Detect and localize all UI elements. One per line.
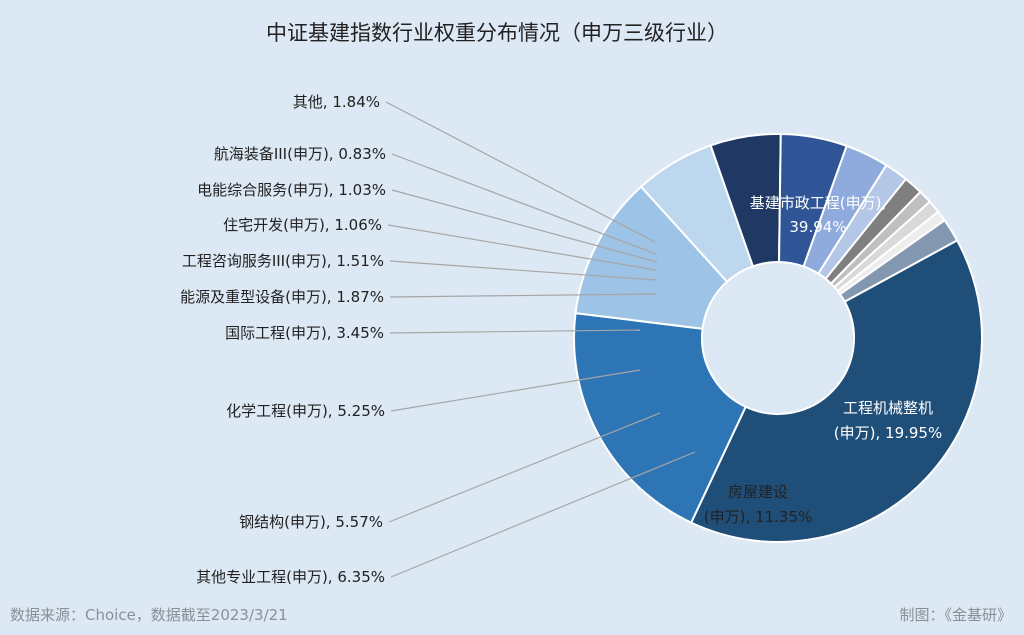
label-infra-municipal: 基建市政工程(申万), 39.94% <box>750 194 886 236</box>
label-housing-construction: 房屋建设(申万), 11.35% <box>704 483 812 526</box>
slice-other <box>838 218 959 303</box>
label-construction-machinery: 工程机械整机(申万), 19.95% <box>834 399 942 442</box>
label-international-eng: 国际工程(申万), 3.45% <box>225 324 384 342</box>
leader-line-residential-dev <box>387 224 657 271</box>
label-marine-equip: 航海装备III(申万), 0.83% <box>214 145 386 163</box>
label-residential-dev: 住宅开发(申万), 1.06% <box>223 216 382 234</box>
slice-construction-machinery <box>573 312 747 524</box>
leader-line-international-eng <box>389 329 641 334</box>
leader-lines <box>385 101 696 578</box>
leader-line-other-special-eng <box>390 451 696 578</box>
label-steel-structure: 钢结构(申万), 5.57% <box>239 513 383 531</box>
slice-infra-municipal <box>689 238 983 543</box>
leader-line-chemical-eng <box>390 369 641 412</box>
leader-line-other <box>385 101 656 243</box>
label-eng-consulting: 工程咨询服务III(申万), 1.51% <box>182 252 384 270</box>
slice-labels: 基建市政工程(申万), 39.94% 工程机械整机(申万), 19.95% 房屋建设(… <box>180 93 942 586</box>
label-power-services: 电能综合服务(申万), 1.03% <box>197 181 386 199</box>
label-other-special-eng: 其他专业工程(申万), 6.35% <box>196 568 385 586</box>
leader-line-power-services <box>391 189 658 263</box>
chart-title: 中证基建指数行业权重分布情况（申万三级行业） <box>266 21 728 45</box>
source-note: 数据来源：Choice，数据截至2023/3/21 <box>10 606 288 624</box>
label-chemical-eng: 化学工程(申万), 5.25% <box>226 402 385 420</box>
label-other: 其他, 1.84% <box>293 93 380 111</box>
leader-line-steel-structure <box>388 412 661 523</box>
label-energy-heavy-equip: 能源及重型设备(申万), 1.87% <box>180 288 384 306</box>
leader-line-marine-equip <box>391 153 657 255</box>
leader-line-energy-heavy-equip <box>389 293 657 298</box>
leader-line-eng-consulting <box>389 260 657 281</box>
pie-slices <box>573 133 983 543</box>
chart-credit: 制图：《金基研》 <box>899 606 1012 624</box>
